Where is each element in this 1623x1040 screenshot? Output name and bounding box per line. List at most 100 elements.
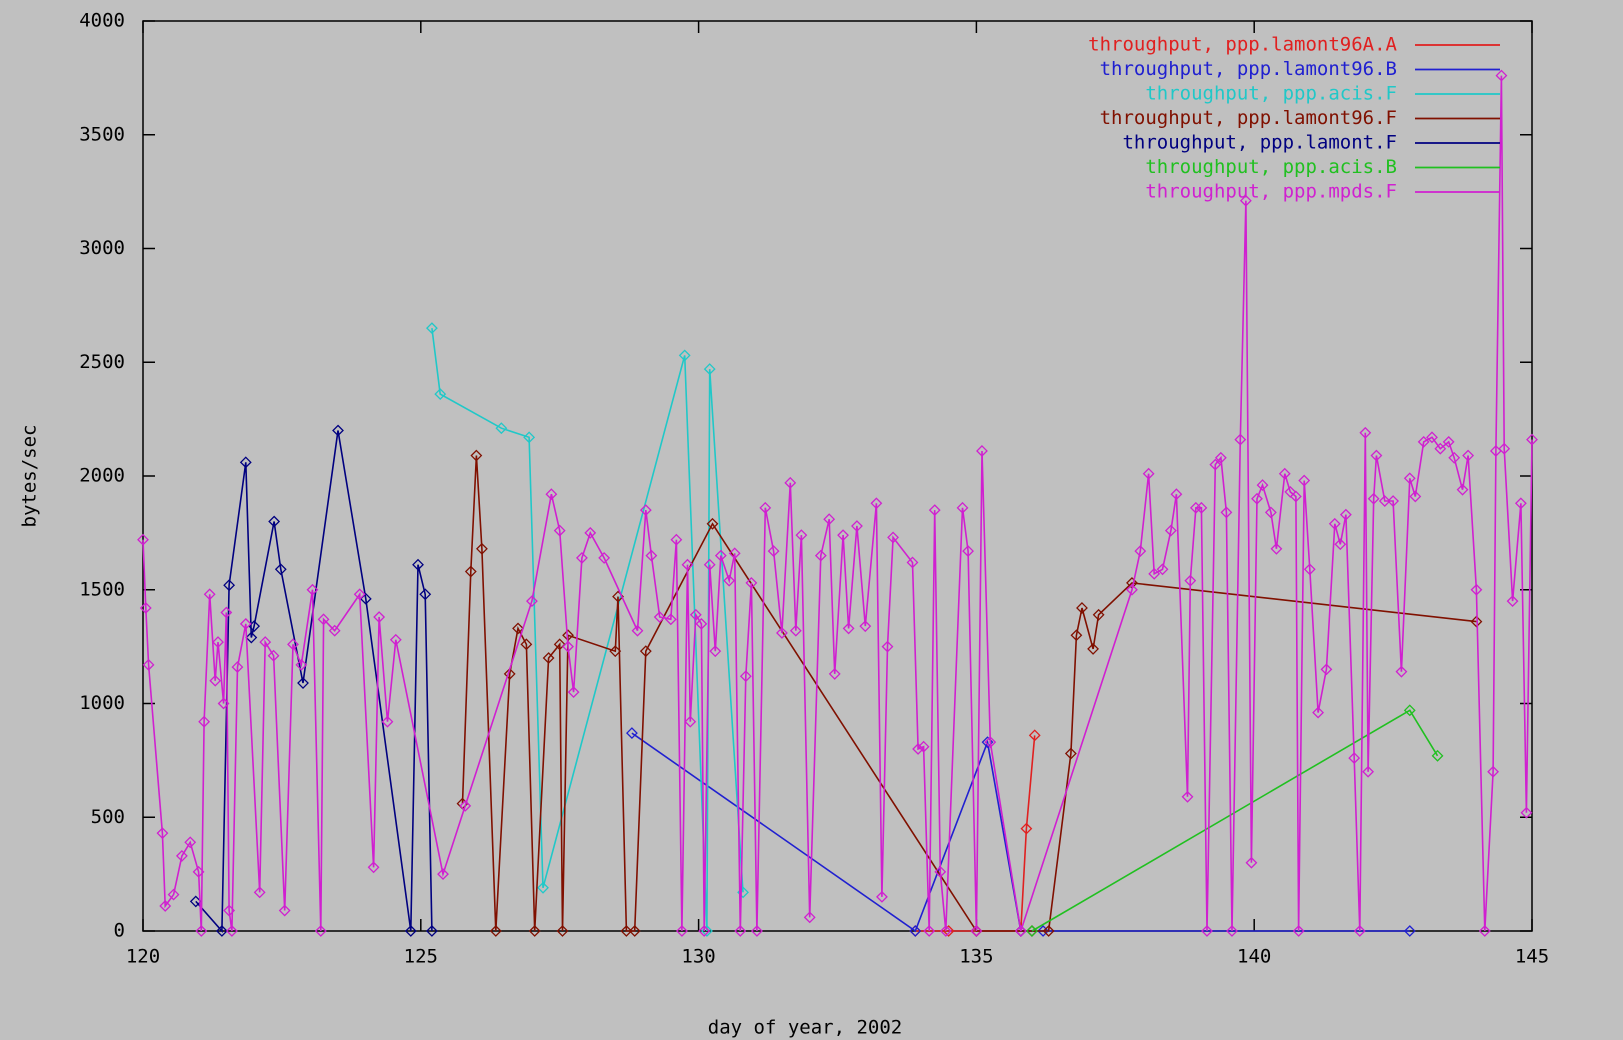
data-point (706, 517, 719, 530)
data-point (1339, 508, 1352, 521)
data-point (1370, 449, 1383, 462)
data-point (137, 533, 149, 546)
y-tick-label: 3000 (79, 237, 125, 259)
series-line (631, 732, 1410, 933)
data-point (1164, 524, 1177, 537)
data-point (1092, 608, 1105, 621)
data-point (209, 674, 222, 687)
data-point (678, 349, 691, 362)
data-point (1264, 506, 1277, 519)
data-point (970, 925, 983, 937)
data-point (542, 652, 555, 664)
data-point (1184, 574, 1197, 587)
data-point (287, 638, 299, 651)
data-point (1362, 765, 1375, 778)
data-point (425, 925, 438, 937)
data-point (767, 545, 780, 557)
data-point (1403, 704, 1416, 717)
data-point (1470, 583, 1483, 596)
data-point (626, 727, 638, 739)
data-point (814, 549, 827, 562)
data-point (751, 925, 763, 937)
data-point (909, 925, 922, 937)
data-point (1284, 486, 1297, 498)
data-point (306, 583, 319, 596)
data-point (1026, 925, 1038, 937)
data-point (698, 925, 711, 937)
data-point (1303, 563, 1316, 576)
data-point (695, 617, 708, 630)
data-point (225, 925, 238, 937)
legend-label: throughput, ppp.lamont96A.A (1088, 34, 1397, 56)
data-point (223, 904, 236, 917)
data-point (1028, 729, 1041, 742)
data-point (645, 549, 658, 562)
data-point (567, 686, 580, 699)
y-tick-label: 500 (91, 806, 125, 828)
data-point (795, 529, 808, 542)
data-point (195, 925, 208, 937)
data-point (512, 622, 524, 635)
data-point (470, 449, 483, 462)
data-point (556, 925, 569, 937)
data-point (297, 677, 309, 689)
data-point (709, 645, 722, 658)
data-point (703, 558, 716, 571)
data-point (239, 456, 252, 469)
data-point (917, 740, 930, 753)
data-point (553, 638, 566, 651)
data-point (1209, 458, 1222, 471)
data-point (528, 925, 541, 937)
data-point (223, 579, 236, 592)
data-point (1448, 451, 1461, 464)
data-point (1270, 542, 1283, 555)
data-point (475, 542, 488, 555)
data-point (274, 563, 287, 576)
data-point (684, 715, 697, 728)
data-point (789, 624, 802, 637)
data-point (1134, 545, 1147, 557)
data-point (823, 513, 836, 526)
data-point (562, 640, 574, 653)
data-point (537, 881, 549, 894)
data-point (1070, 629, 1083, 642)
data-point (1234, 433, 1247, 446)
data-point (962, 545, 974, 557)
data-point (437, 868, 449, 881)
data-point (859, 620, 872, 633)
data-point (317, 613, 330, 626)
data-point (1514, 497, 1527, 510)
data-point (803, 911, 816, 924)
x-axis-label: day of year, 2002 (708, 1017, 902, 1039)
data-point (1312, 706, 1325, 719)
data-point (523, 431, 536, 444)
data-point (1353, 925, 1366, 937)
legend-label: throughput, ppp.acis.F (1145, 83, 1397, 105)
series-line (195, 430, 433, 934)
data-point (1403, 925, 1416, 937)
data-point (1478, 925, 1491, 937)
data-point (425, 322, 438, 335)
data-point (609, 645, 622, 658)
data-point (156, 827, 169, 840)
data-point (851, 520, 863, 532)
data-point (828, 668, 841, 680)
data-point (1245, 856, 1258, 869)
data-point (1226, 925, 1238, 937)
legend-label: throughput, ppp.acis.B (1145, 156, 1397, 178)
data-point (1395, 665, 1408, 678)
data-point (1239, 194, 1252, 207)
data-point (231, 661, 244, 674)
data-point (1320, 663, 1333, 676)
data-point (1498, 442, 1511, 455)
data-point (1148, 567, 1161, 580)
data-point (934, 865, 947, 878)
data-point (253, 886, 266, 899)
data-point (887, 531, 899, 544)
data-point (1220, 506, 1233, 519)
data-point (167, 888, 180, 901)
data-point (1367, 492, 1380, 505)
legend-label: throughput, ppp.lamont.F (1122, 132, 1397, 154)
